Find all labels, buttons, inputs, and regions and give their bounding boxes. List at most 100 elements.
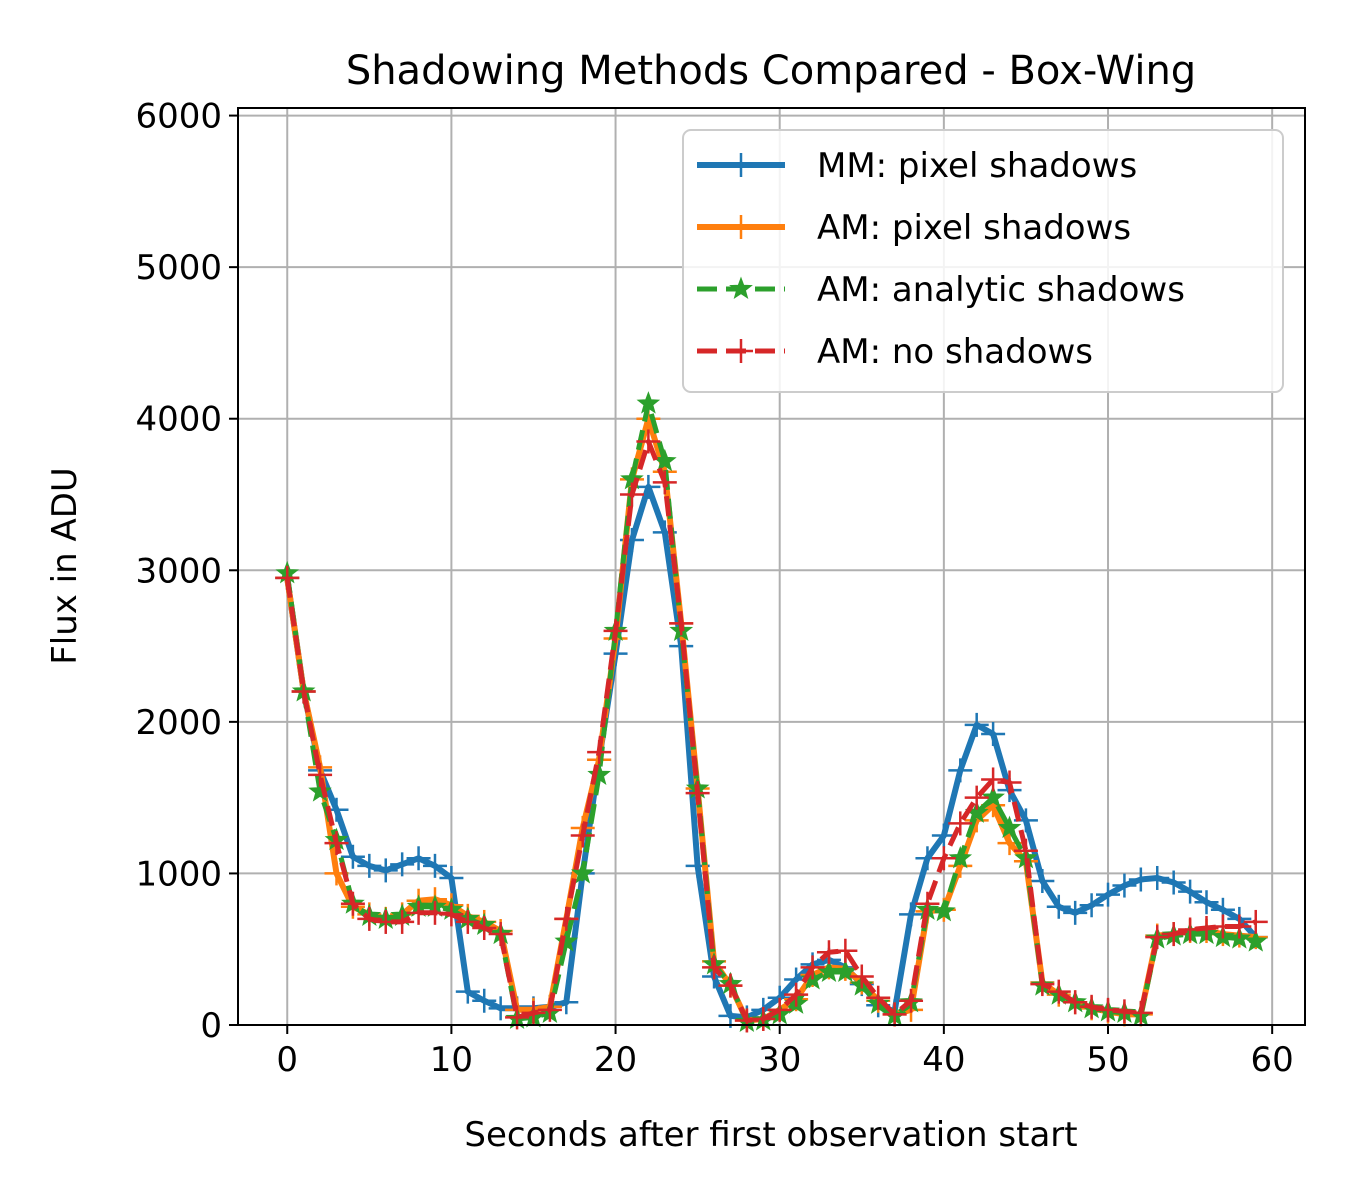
data-point — [1243, 909, 1268, 934]
data-point — [439, 902, 464, 927]
data-point — [882, 1002, 907, 1027]
data-point — [357, 906, 382, 931]
data-point — [340, 844, 365, 869]
y-tick-label: 0 — [200, 1006, 222, 1046]
data-point — [373, 858, 398, 883]
data-point — [1063, 900, 1088, 925]
data-point — [685, 781, 710, 806]
x-tick-label: 20 — [594, 1040, 637, 1080]
data-point — [1161, 870, 1186, 895]
legend-item: AM: pixel shadows — [697, 208, 1131, 248]
data-point — [816, 940, 841, 965]
x-axis-label: Seconds after first observation start — [464, 1115, 1077, 1155]
x-tick-label: 0 — [276, 1040, 298, 1080]
data-point — [570, 823, 595, 848]
data-point — [1063, 990, 1088, 1015]
x-tick-label: 10 — [430, 1040, 473, 1080]
data-point — [472, 988, 497, 1013]
x-tick-label: 60 — [1251, 1040, 1294, 1080]
data-point — [866, 985, 891, 1010]
data-point — [751, 1006, 776, 1031]
data-point — [1227, 914, 1252, 939]
data-point — [570, 860, 595, 884]
data-point — [1128, 867, 1153, 892]
data-point — [1046, 979, 1071, 1004]
legend-marker — [729, 153, 753, 177]
data-point — [702, 955, 727, 980]
data-point — [1161, 922, 1186, 947]
data-point — [948, 845, 973, 869]
data-point — [406, 846, 431, 871]
legend-item: AM: no shadows — [697, 332, 1093, 372]
data-point — [308, 762, 333, 787]
plot-frame — [237, 107, 1306, 1026]
legend-label: AM: pixel shadows — [817, 208, 1131, 248]
y-tick-label: 1000 — [135, 854, 222, 894]
data-point — [587, 762, 611, 785]
data-point — [554, 906, 579, 931]
data-point — [833, 938, 858, 963]
chart-title: Shadowing Methods Compared - Box-Wing — [346, 48, 1196, 94]
legend-box — [682, 129, 1284, 393]
data-point — [619, 482, 644, 507]
data-point — [1079, 893, 1104, 918]
data-point — [472, 915, 497, 940]
data-point — [1178, 879, 1203, 904]
data-point — [357, 853, 382, 878]
legend-label: AM: no shadows — [817, 332, 1093, 372]
x-tick-label: 50 — [1086, 1040, 1129, 1080]
data-point — [537, 997, 562, 1022]
data-point — [636, 474, 661, 499]
data-point — [833, 959, 858, 982]
data-point — [981, 721, 1006, 746]
data-point — [439, 865, 464, 890]
data-point — [1128, 1000, 1153, 1025]
data-point — [899, 902, 924, 927]
data-point — [308, 779, 332, 802]
data-point — [1112, 873, 1137, 898]
data-point — [390, 909, 415, 934]
data-point — [488, 922, 513, 947]
y-axis-label: Flux in ADU — [45, 467, 85, 665]
data-point — [455, 909, 480, 934]
data-point — [324, 831, 349, 856]
data-point — [390, 852, 415, 877]
data-point — [669, 611, 694, 636]
data-point — [1013, 838, 1038, 863]
y-tick-label: 5000 — [135, 248, 222, 288]
data-point — [800, 955, 825, 980]
y-tick-label: 6000 — [135, 97, 222, 137]
data-point — [1194, 890, 1219, 915]
data-point — [915, 891, 940, 916]
data-point — [1178, 917, 1203, 942]
data-point — [964, 785, 989, 810]
legend-item: MM: pixel shadows — [697, 146, 1137, 186]
y-tick-label: 2000 — [135, 703, 222, 743]
data-point — [734, 1008, 759, 1033]
y-tick-label: 4000 — [135, 400, 222, 440]
data-point — [964, 712, 989, 737]
y-tick-label: 3000 — [135, 551, 222, 591]
data-point — [1096, 882, 1121, 907]
data-point — [291, 679, 316, 704]
data-point — [1030, 869, 1055, 894]
data-point — [1096, 997, 1121, 1022]
data-point — [340, 891, 365, 916]
data-point — [652, 470, 677, 495]
data-point — [997, 815, 1022, 839]
data-point — [948, 758, 973, 783]
data-point — [849, 964, 874, 989]
data-point — [931, 846, 956, 871]
data-point — [1079, 994, 1104, 1019]
data-point — [981, 767, 1006, 792]
data-point — [899, 988, 924, 1013]
legend: MM: pixel shadows AM: pixel shadows AM: an… — [682, 129, 1284, 393]
data-point — [636, 429, 661, 454]
axis-ticks: 0 10 20 30 40 50 60 0 1000 2000 3000 4000 5000 6000 — [135, 97, 1293, 1080]
legend-marker — [729, 276, 753, 300]
data-point — [1046, 894, 1071, 919]
data-point — [1243, 929, 1268, 952]
legend-marker — [729, 339, 753, 363]
